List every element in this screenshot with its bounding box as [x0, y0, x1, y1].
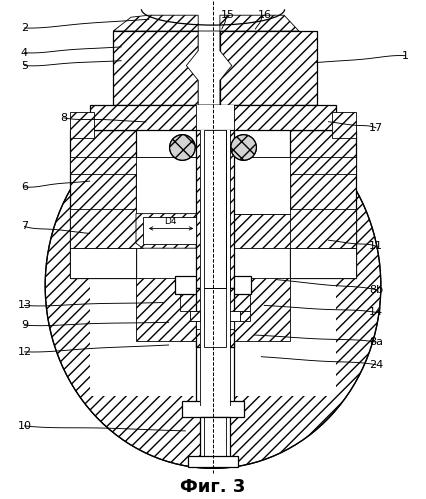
- Text: 24: 24: [369, 360, 383, 370]
- Polygon shape: [196, 105, 234, 130]
- Text: 13: 13: [17, 300, 32, 310]
- Polygon shape: [190, 311, 200, 321]
- Text: 17: 17: [369, 123, 383, 133]
- Text: 8: 8: [60, 113, 67, 123]
- Circle shape: [170, 135, 195, 160]
- Polygon shape: [200, 288, 230, 347]
- Polygon shape: [188, 456, 238, 468]
- Polygon shape: [204, 130, 226, 288]
- Polygon shape: [200, 130, 230, 288]
- Polygon shape: [202, 329, 228, 341]
- Polygon shape: [200, 417, 230, 467]
- Polygon shape: [70, 248, 136, 278]
- Polygon shape: [190, 311, 240, 321]
- Polygon shape: [196, 288, 234, 347]
- Polygon shape: [287, 209, 356, 248]
- Polygon shape: [181, 288, 196, 311]
- Polygon shape: [70, 157, 196, 174]
- Polygon shape: [70, 130, 136, 278]
- Text: 4: 4: [21, 48, 28, 58]
- Text: 10: 10: [17, 421, 32, 431]
- Polygon shape: [220, 31, 317, 105]
- Text: 11: 11: [369, 241, 383, 251]
- Text: D4: D4: [164, 218, 176, 227]
- Polygon shape: [89, 105, 337, 130]
- Polygon shape: [89, 100, 337, 396]
- Text: 8a: 8a: [369, 337, 383, 347]
- Text: 5: 5: [21, 60, 28, 70]
- Text: 16: 16: [257, 10, 271, 20]
- Polygon shape: [182, 401, 244, 417]
- Polygon shape: [230, 157, 290, 214]
- Text: Фиг. 3: Фиг. 3: [180, 478, 246, 496]
- Polygon shape: [240, 311, 250, 321]
- Polygon shape: [200, 276, 230, 293]
- Polygon shape: [196, 341, 234, 405]
- Text: 8b: 8b: [369, 284, 383, 294]
- Polygon shape: [136, 157, 196, 214]
- Text: 15: 15: [221, 10, 235, 20]
- Polygon shape: [143, 217, 196, 244]
- Circle shape: [231, 135, 256, 160]
- Polygon shape: [332, 112, 356, 138]
- Polygon shape: [136, 214, 196, 248]
- Polygon shape: [136, 278, 196, 341]
- Polygon shape: [220, 15, 299, 31]
- Polygon shape: [230, 157, 356, 174]
- Text: 7: 7: [21, 222, 28, 232]
- Polygon shape: [196, 321, 234, 329]
- Polygon shape: [186, 31, 232, 105]
- Ellipse shape: [45, 103, 381, 469]
- Polygon shape: [290, 130, 356, 278]
- Text: 14: 14: [369, 307, 383, 317]
- Text: 12: 12: [17, 347, 32, 357]
- Polygon shape: [70, 209, 143, 248]
- Polygon shape: [70, 112, 94, 138]
- Polygon shape: [204, 288, 226, 347]
- Polygon shape: [196, 130, 234, 288]
- Polygon shape: [234, 288, 250, 311]
- Polygon shape: [200, 341, 230, 405]
- Polygon shape: [230, 214, 290, 248]
- Text: 6: 6: [21, 182, 28, 192]
- Polygon shape: [230, 278, 290, 341]
- Polygon shape: [176, 276, 250, 293]
- Polygon shape: [290, 248, 356, 278]
- Text: 1: 1: [402, 51, 409, 61]
- Polygon shape: [113, 15, 198, 31]
- Polygon shape: [113, 31, 198, 105]
- Text: 2: 2: [21, 23, 28, 33]
- Text: 9: 9: [21, 320, 28, 330]
